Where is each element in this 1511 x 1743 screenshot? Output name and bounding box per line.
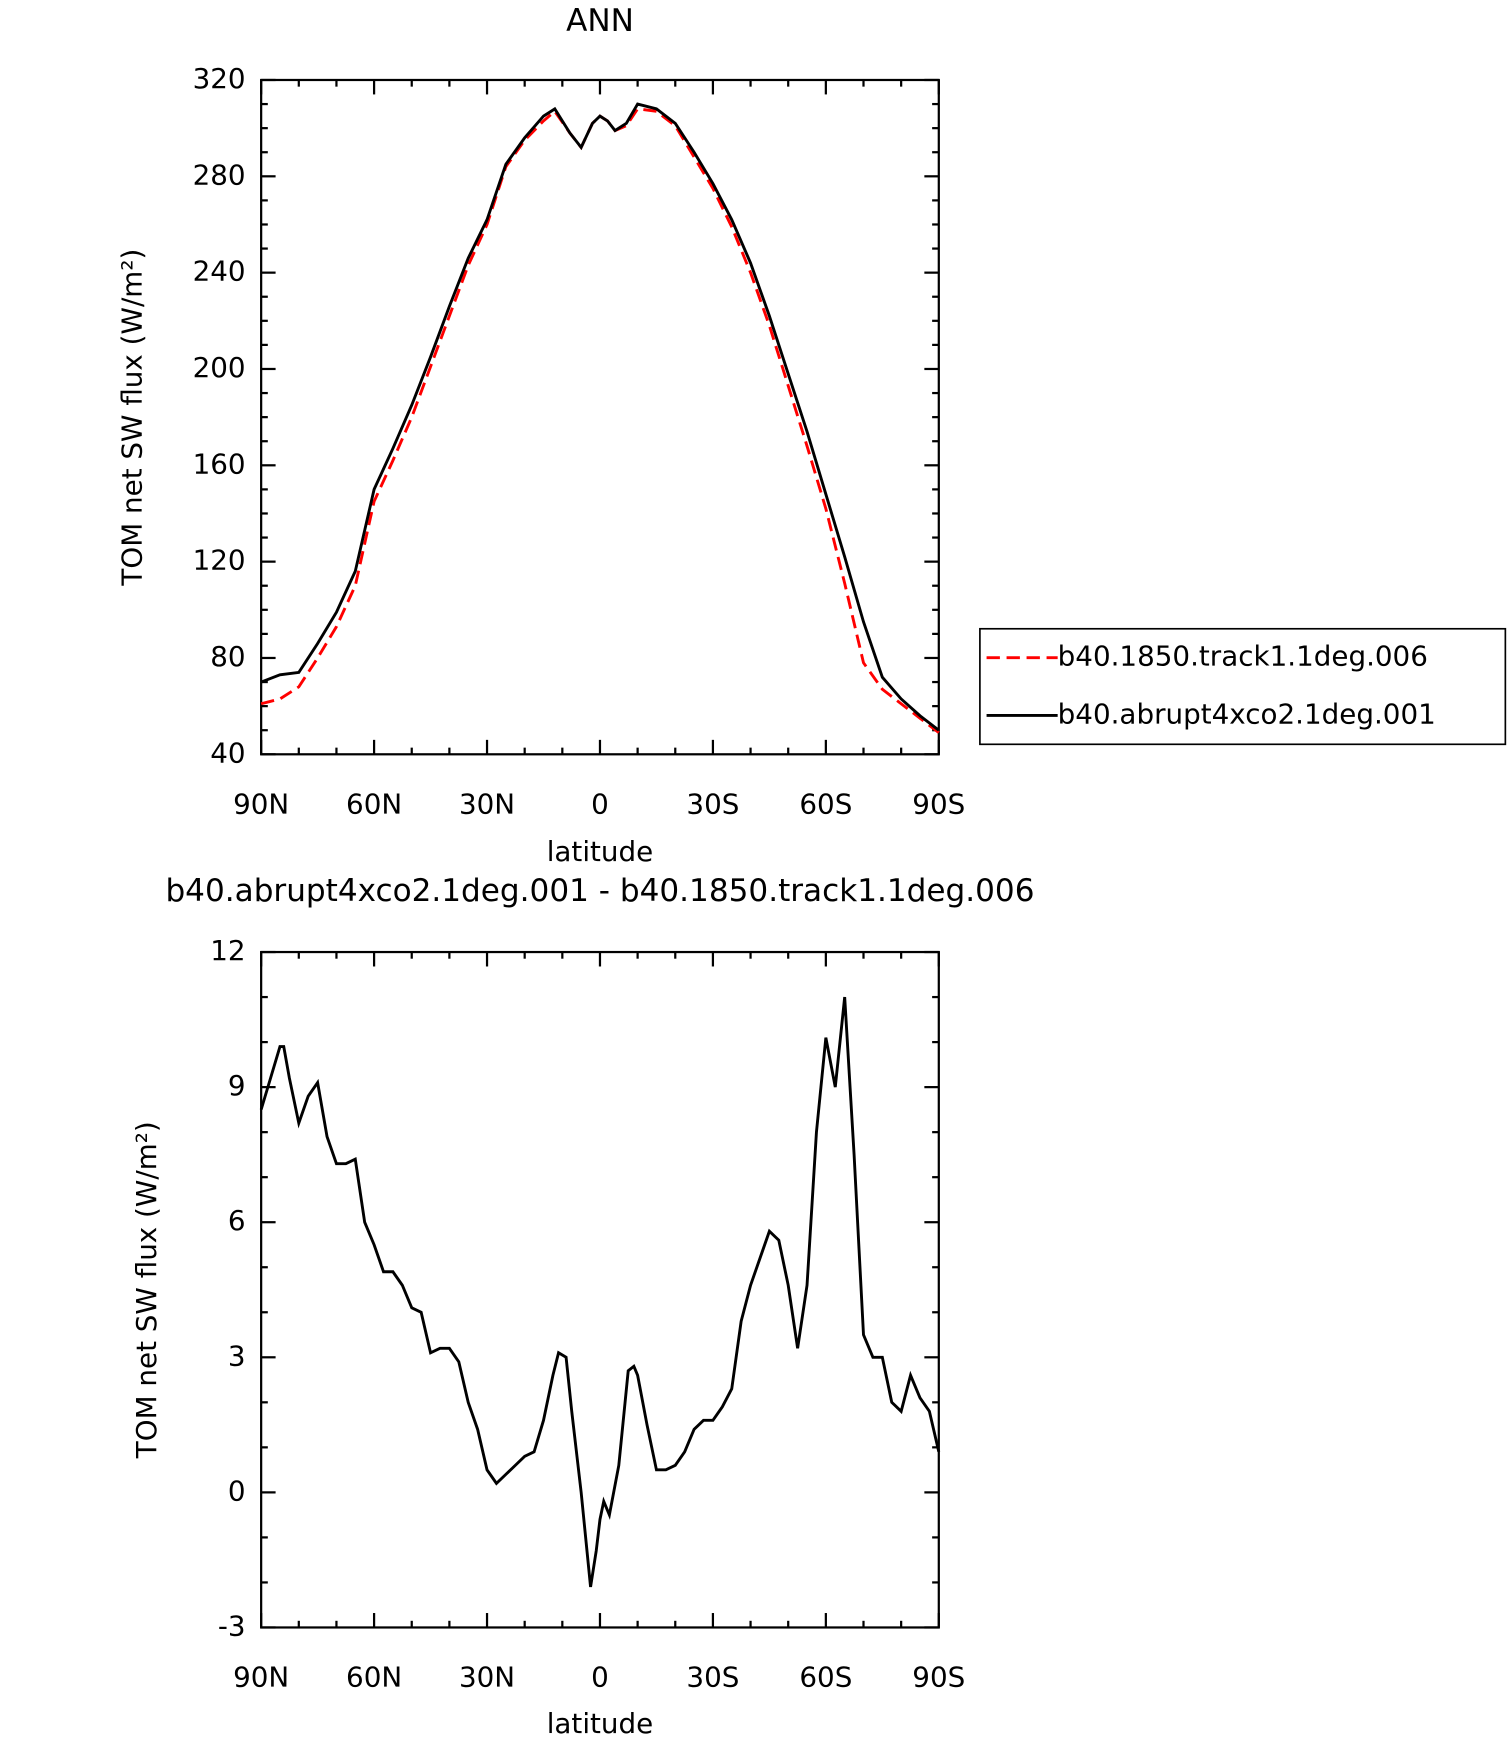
x-tick-label: 90N bbox=[233, 787, 289, 820]
y-tick-label: 280 bbox=[193, 158, 246, 191]
y-tick-label: 12 bbox=[210, 934, 245, 967]
y-tick-label: 40 bbox=[210, 736, 245, 769]
x-tick-label: 30N bbox=[459, 787, 515, 820]
y-axis-label: TOM net SW flux (W/m²) bbox=[130, 1121, 163, 1459]
x-tick-label: 60N bbox=[346, 787, 402, 820]
y-tick-label: 200 bbox=[193, 351, 246, 384]
y-tick-label: -3 bbox=[218, 1609, 246, 1642]
y-tick-label: 0 bbox=[228, 1474, 246, 1507]
x-axis-label: latitude bbox=[547, 835, 654, 868]
series-line bbox=[259, 996, 941, 1588]
plot-frame bbox=[260, 78, 940, 756]
y-tick-label: 320 bbox=[193, 62, 246, 95]
y-tick-label: 3 bbox=[228, 1339, 246, 1372]
x-tick-label: 60S bbox=[799, 787, 852, 820]
x-tick-label: 90S bbox=[912, 1661, 965, 1694]
x-tick-label: 60N bbox=[346, 1661, 402, 1694]
x-tick-label: 30S bbox=[686, 1661, 739, 1694]
legend-label: b40.1850.track1.1deg.006 bbox=[1058, 640, 1428, 673]
y-axis-label: TOM net SW flux (W/m²) bbox=[115, 249, 148, 587]
x-tick-label: 0 bbox=[591, 1661, 609, 1694]
series-line bbox=[260, 107, 940, 734]
y-tick-label: 160 bbox=[193, 447, 246, 480]
y-tick-label: 120 bbox=[193, 544, 246, 577]
series-line bbox=[260, 102, 940, 732]
x-tick-label: 90S bbox=[912, 787, 965, 820]
y-tick-label: 9 bbox=[228, 1069, 246, 1102]
x-tick-label: 30N bbox=[459, 1661, 515, 1694]
y-tick-label: 6 bbox=[228, 1204, 246, 1237]
y-tick-label: 240 bbox=[193, 255, 246, 288]
x-axis-label: latitude bbox=[547, 1707, 654, 1740]
legend-label: b40.abrupt4xco2.1deg.001 bbox=[1058, 697, 1436, 730]
y-tick-label: 80 bbox=[210, 640, 245, 673]
chart-title: ANN bbox=[566, 3, 634, 39]
chart-title: b40.abrupt4xco2.1deg.001 - b40.1850.trac… bbox=[165, 873, 1034, 909]
x-tick-label: 90N bbox=[233, 1661, 289, 1694]
x-tick-label: 60S bbox=[799, 1661, 852, 1694]
legend-box bbox=[979, 627, 1507, 746]
x-tick-label: 0 bbox=[591, 787, 609, 820]
x-tick-label: 30S bbox=[686, 787, 739, 820]
